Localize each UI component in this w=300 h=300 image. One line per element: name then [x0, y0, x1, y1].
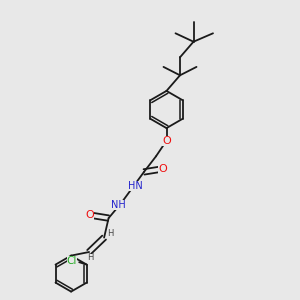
Text: O: O [162, 136, 171, 146]
Text: H: H [87, 254, 94, 262]
Text: NH: NH [111, 200, 126, 210]
Text: H: H [107, 230, 114, 238]
Text: O: O [158, 164, 167, 174]
Text: HN: HN [128, 181, 143, 191]
Text: O: O [85, 210, 94, 220]
Text: Cl: Cl [67, 256, 77, 266]
